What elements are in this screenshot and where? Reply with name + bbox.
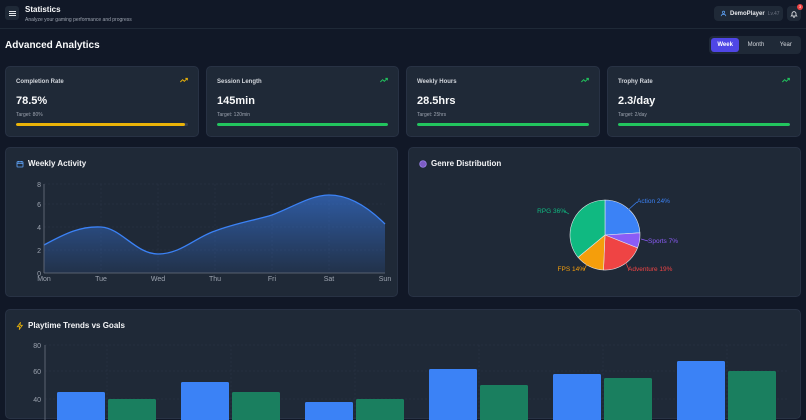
kpi-value: 78.5% <box>16 95 48 107</box>
genre-pie-chart: Action 24% Sports 7% Adventure 19% FPS 1… <box>537 198 678 273</box>
range-month-button[interactable]: Month <box>747 42 765 48</box>
weekly-activity-chart: 8 6 4 2 0 Mon Tue Wed Thu Fri Sat Sun <box>37 182 392 283</box>
svg-text:Wed: Wed <box>151 276 165 283</box>
svg-text:4: 4 <box>37 225 41 232</box>
svg-text:RPG 36%: RPG 36% <box>537 208 566 215</box>
svg-text:Thu: Thu <box>209 276 221 283</box>
user-icon <box>720 10 727 17</box>
genre-distribution-card: Genre Distribution Action 24% Sports 7% … <box>408 147 801 297</box>
progress-bar <box>618 123 790 126</box>
kpi-value: 145min <box>217 95 255 107</box>
kpi-target: Target: 120min <box>217 112 251 118</box>
trending-up-icon <box>782 77 790 83</box>
user-profile-button[interactable]: DemoPlayer Lv.47 <box>714 6 783 21</box>
svg-text:Tue: Tue <box>95 276 107 283</box>
svg-text:Sat: Sat <box>324 276 335 283</box>
kpi-target: Target: 80% <box>16 112 43 118</box>
kpi-target: Target: 25hrs <box>417 112 447 118</box>
app-subtitle: Analyze your gaming performance and prog… <box>25 17 132 23</box>
kpi-label: Trophy Rate <box>618 79 653 85</box>
top-bar: Statistics Analyze your gaming performan… <box>0 0 806 29</box>
kpi-card-weekly-hours: Weekly Hours 28.5hrs Target: 25hrs <box>406 66 600 137</box>
svg-text:Adventure 19%: Adventure 19% <box>628 266 673 273</box>
svg-text:Action 24%: Action 24% <box>637 198 670 205</box>
range-week-button[interactable]: Week <box>711 38 740 52</box>
weekly-activity-title: Weekly Activity <box>16 159 86 168</box>
range-year-button[interactable]: Year <box>779 42 792 48</box>
svg-text:2: 2 <box>37 248 41 255</box>
svg-text:0: 0 <box>37 271 41 278</box>
app-title: Statistics <box>25 5 61 14</box>
progress-bar <box>217 123 388 126</box>
kpi-card-session-length: Session Length 145min Target: 120min <box>206 66 399 137</box>
svg-text:40: 40 <box>33 397 41 404</box>
kpi-card-completion-rate: Completion Rate 78.5% Target: 80% <box>5 66 199 137</box>
kpi-card-trophy-rate: Trophy Rate 2.3/day Target: 2/day <box>607 66 801 137</box>
svg-text:Sports 7%: Sports 7% <box>648 238 678 245</box>
trending-up-icon <box>581 77 589 83</box>
playtime-bar-chart: 80 60 40 <box>33 343 789 420</box>
user-level: Lv.47 <box>767 10 780 17</box>
playtime-trends-title: Playtime Trends vs Goals <box>16 321 125 330</box>
bell-icon <box>790 10 798 18</box>
username: DemoPlayer <box>730 10 765 17</box>
time-range-selector: Week Month Year <box>709 36 801 54</box>
notifications-button[interactable]: 3 <box>787 4 803 21</box>
kpi-value: 28.5hrs <box>417 95 456 107</box>
kpi-label: Completion Rate <box>16 79 64 85</box>
svg-text:8: 8 <box>37 182 41 189</box>
trending-up-icon <box>380 77 388 83</box>
svg-text:FPS 14%: FPS 14% <box>558 266 586 273</box>
progress-bar <box>16 123 188 126</box>
notification-badge: 3 <box>797 4 803 10</box>
lightning-icon <box>16 321 24 330</box>
svg-text:6: 6 <box>37 202 41 209</box>
svg-text:Mon: Mon <box>37 276 51 283</box>
svg-text:80: 80 <box>33 343 41 350</box>
calendar-icon <box>16 160 24 167</box>
page-title: Advanced Analytics <box>5 40 100 51</box>
kpi-label: Weekly Hours <box>417 79 457 85</box>
weekly-activity-card: Weekly Activity 8 6 4 2 0 Mon T <box>5 147 398 297</box>
kpi-target: Target: 2/day <box>618 112 647 118</box>
kpi-label: Session Length <box>217 79 262 85</box>
progress-bar <box>417 123 589 126</box>
svg-text:60: 60 <box>33 369 41 376</box>
menu-button[interactable] <box>5 6 19 20</box>
svg-text:Fri: Fri <box>268 276 277 283</box>
svg-text:Sun: Sun <box>379 276 392 283</box>
kpi-value: 2.3/day <box>618 95 656 107</box>
circle-icon <box>419 159 427 168</box>
menu-icon <box>8 12 16 14</box>
genre-distribution-title: Genre Distribution <box>419 159 501 168</box>
trending-up-icon <box>180 77 188 83</box>
